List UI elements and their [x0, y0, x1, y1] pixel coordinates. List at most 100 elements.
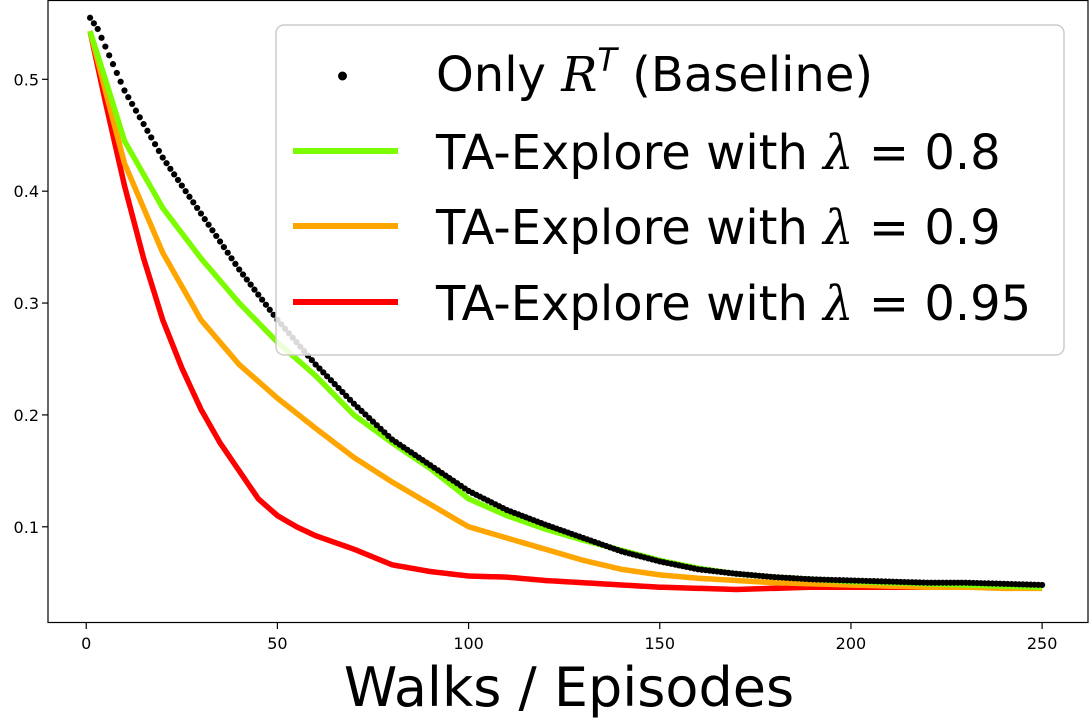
y-tick-label: 0.2 — [14, 406, 39, 425]
baseline-point — [90, 20, 97, 27]
x-tick-label: 50 — [267, 634, 287, 653]
baseline-point — [216, 238, 224, 245]
legend-label-text: = 0.95 — [854, 276, 1032, 332]
legend-label: TA-Explore with λ = 0.95 — [435, 276, 1031, 332]
baseline-point — [335, 384, 342, 392]
baseline-point — [262, 301, 270, 308]
baseline-point — [178, 182, 185, 189]
y-axis: 0.1 0.2 0.3 0.4 0.5 — [14, 70, 48, 537]
baseline-point — [186, 193, 193, 200]
x-axis: 0 50 100 150 200 250 — [81, 623, 1057, 653]
baseline-point — [224, 249, 231, 256]
baseline-point — [194, 204, 201, 212]
baseline-point — [213, 232, 220, 240]
baseline-point — [259, 296, 266, 303]
legend-label-symbol: λ — [821, 125, 853, 181]
baseline-point — [102, 43, 109, 50]
baseline-point — [148, 134, 155, 141]
baseline-point — [312, 361, 319, 368]
legend-label-text: TA-Explore with — [435, 276, 823, 332]
legend-box — [275, 24, 1065, 356]
legend-label-text: (Baseline) — [617, 47, 873, 103]
baseline-point — [243, 276, 250, 283]
baseline-point — [1039, 581, 1046, 589]
baseline-point — [331, 381, 338, 388]
baseline-point — [308, 357, 315, 364]
baseline-point — [239, 271, 247, 278]
baseline-point — [220, 244, 227, 251]
x-tick-label: 100 — [453, 634, 484, 653]
baseline-point — [232, 260, 239, 267]
baseline-point — [228, 255, 235, 262]
legend-label-superscript: T — [597, 41, 619, 79]
legend-label-symbol: R — [560, 47, 597, 103]
baseline-point — [339, 388, 346, 396]
y-tick-label: 0.5 — [14, 70, 39, 89]
baseline-point — [174, 176, 182, 184]
series-dots-0 — [86, 14, 1046, 589]
baseline-point — [159, 154, 166, 161]
baseline-point — [155, 147, 162, 155]
baseline-point — [121, 87, 128, 94]
baseline-point — [182, 188, 189, 195]
legend-label-text: = 0.8 — [854, 125, 1001, 181]
baseline-point — [117, 78, 124, 85]
baseline-point — [255, 291, 262, 298]
baseline-point — [320, 369, 327, 376]
x-tick-label: 200 — [836, 634, 867, 653]
baseline-point — [125, 94, 132, 101]
baseline-point — [209, 227, 216, 234]
legend-item: TA-Explore with λ = 0.8 — [293, 125, 1001, 181]
baseline-point — [144, 127, 151, 134]
baseline-point — [171, 171, 178, 178]
baseline-point — [167, 165, 174, 172]
legend-item: TA-Explore with λ = 0.9 — [293, 200, 1001, 256]
legend-label-symbol: λ — [821, 276, 853, 332]
baseline-point — [346, 396, 354, 403]
baseline-point — [151, 141, 159, 148]
legend-label: Only RT (Baseline) — [436, 41, 873, 103]
baseline-point — [113, 69, 120, 77]
baseline-point — [190, 199, 197, 206]
y-tick-label: 0.4 — [14, 182, 39, 201]
baseline-point — [163, 160, 170, 167]
y-tick-label: 0.1 — [14, 518, 39, 537]
legend-label: TA-Explore with λ = 0.9 — [435, 200, 1001, 256]
legend-label: TA-Explore with λ = 0.8 — [435, 125, 1001, 181]
baseline-point — [136, 114, 143, 121]
baseline-point — [94, 25, 101, 33]
x-tick-label: 0 — [81, 634, 91, 653]
x-tick-label: 250 — [1027, 634, 1058, 653]
series-line-2 — [87, 30, 1043, 592]
legend-marker — [338, 71, 347, 81]
legend-item: TA-Explore with λ = 0.95 — [293, 276, 1031, 332]
legend: Only RT (Baseline) TA-Explore with λ = 0.… — [275, 24, 1065, 356]
legend-label-text: = 0.9 — [854, 200, 1001, 256]
baseline-point — [343, 392, 350, 399]
baseline-point — [327, 377, 335, 384]
baseline-point — [98, 34, 105, 41]
baseline-point — [324, 373, 331, 380]
x-axis-label: Walks / Episodes — [344, 656, 794, 719]
x-tick-label: 150 — [644, 634, 675, 653]
baseline-point — [266, 306, 273, 313]
y-tick-label: 0.3 — [14, 294, 39, 313]
baseline-point — [140, 120, 147, 128]
baseline-point — [129, 100, 136, 108]
baseline-point — [106, 52, 113, 59]
baseline-point — [132, 107, 140, 114]
legend-label-text: TA-Explore with — [435, 125, 823, 181]
legend-label-text: Only — [436, 47, 561, 103]
baseline-point — [205, 221, 212, 228]
legend-item: Only RT (Baseline) — [338, 41, 873, 103]
baseline-point — [251, 286, 258, 293]
axes-frame — [47, 0, 1089, 624]
baseline-point — [86, 14, 94, 21]
legend-label-text: TA-Explore with — [435, 200, 823, 256]
baseline-point — [236, 266, 243, 273]
baseline-point — [316, 365, 323, 372]
legend-label-symbol: λ — [821, 200, 853, 256]
baseline-point — [247, 281, 254, 288]
